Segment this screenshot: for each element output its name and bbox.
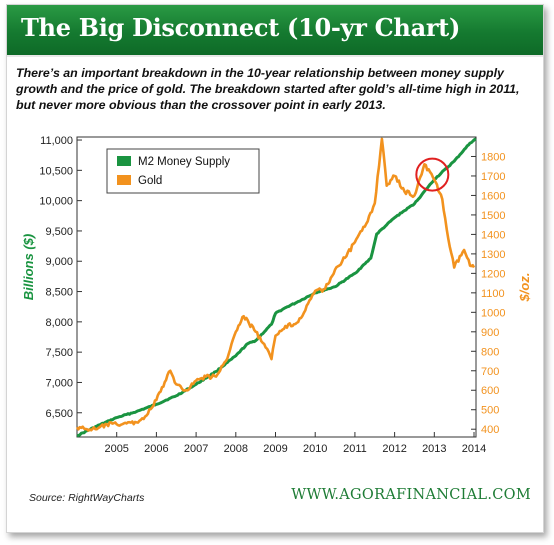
left-tick-label: 8,500 (45, 287, 73, 299)
right-tick-label: 1600 (481, 190, 505, 202)
right-tick-label: 1500 (481, 210, 505, 222)
left-tick-label: 10,000 (39, 196, 73, 208)
right-tick-label: 1700 (481, 171, 505, 183)
x-axis: 2005 2006 2007 2008 2009 2010 2011 2012 2013 2014 (104, 432, 486, 455)
right-tick-label: 1000 (481, 307, 505, 319)
legend-label-gold: Gold (138, 175, 162, 187)
right-tick-label: 600 (481, 385, 499, 397)
legend-swatch-gold (117, 175, 131, 185)
x-tick-label: 2014 (462, 443, 486, 455)
x-tick-label: 2008 (224, 443, 248, 455)
chart-card: The Big Disconnect (10-yr Chart) There’s… (6, 4, 544, 533)
right-tick-label: 900 (481, 327, 499, 339)
legend-swatch-m2 (117, 156, 131, 166)
right-tick-label: 1400 (481, 229, 505, 241)
right-tick-label: 800 (481, 346, 499, 358)
left-tick-label: 9,500 (45, 226, 73, 238)
right-tick-label: 1300 (481, 249, 505, 261)
legend-label-m2: M2 Money Supply (138, 156, 230, 168)
gold-series-line (75, 137, 476, 432)
crossover-highlight-circle (415, 157, 450, 192)
right-tick-label: 700 (481, 366, 499, 378)
x-tick-label: 2011 (343, 443, 367, 455)
left-axis: 6,500 7,000 7,500 8,000 8,500 9,000 9,500 10,00… (39, 135, 82, 420)
x-tick-label: 2010 (303, 443, 327, 455)
title-banner: The Big Disconnect (10-yr Chart) (7, 5, 543, 57)
x-tick-label: 2013 (422, 443, 446, 455)
right-axis: 400 500 600 700 800 900 1000 1100 1200 1300 1400 15… (471, 151, 505, 436)
series-layer (75, 137, 477, 438)
legend-box (106, 148, 260, 194)
left-tick-label: 7,500 (45, 347, 73, 359)
x-tick-label: 2012 (382, 443, 406, 455)
right-tick-label: 500 (481, 405, 499, 417)
left-tick-label: 11,000 (40, 135, 73, 147)
right-tick-label: 1200 (481, 268, 505, 280)
right-tick-label: 1800 (481, 151, 505, 163)
left-axis-label: Billions ($) (21, 234, 36, 300)
left-tick-label: 10,500 (39, 165, 73, 177)
chart-title: The Big Disconnect (10-yr Chart) (21, 13, 461, 42)
x-tick-label: 2005 (104, 443, 128, 455)
x-tick-label: 2006 (144, 443, 168, 455)
left-tick-label: 7,000 (45, 377, 73, 389)
source-note: Source: RightWayCharts (29, 492, 145, 504)
left-tick-label: 6,500 (45, 408, 73, 420)
x-tick-label: 2007 (184, 443, 208, 455)
right-tick-label: 400 (481, 424, 499, 436)
brand-url: WWW.AGORAFINANCIAL.COM (291, 487, 531, 503)
legend: M2 Money Supply Gold (106, 148, 260, 194)
chart-description: There’s an important breakdown in the 10… (16, 66, 520, 112)
left-tick-label: 8,000 (45, 317, 73, 329)
right-tick-label: 1100 (481, 288, 505, 300)
x-tick-label: 2009 (263, 443, 287, 455)
line-chart: 6,500 7,000 7,500 8,000 8,500 9,000 9,500 10,00… (21, 135, 532, 455)
right-axis-label: $/oz. (517, 273, 532, 303)
m2-series-line (76, 137, 477, 438)
left-tick-label: 9,000 (45, 256, 73, 268)
